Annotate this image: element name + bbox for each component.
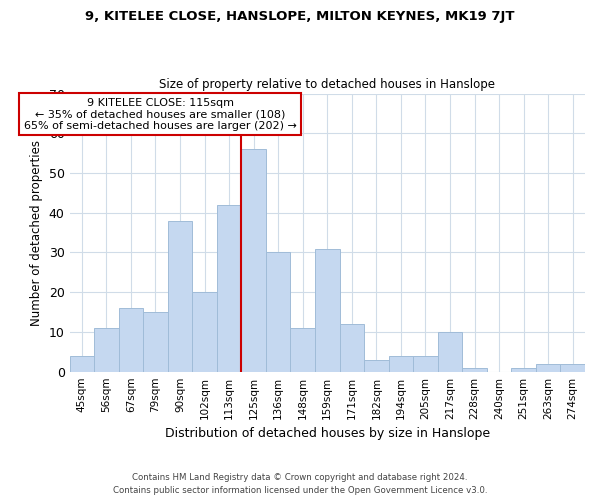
X-axis label: Distribution of detached houses by size in Hanslope: Distribution of detached houses by size … xyxy=(164,427,490,440)
Bar xyxy=(217,205,241,372)
Bar xyxy=(413,356,438,372)
Bar xyxy=(119,308,143,372)
Bar xyxy=(560,364,585,372)
Y-axis label: Number of detached properties: Number of detached properties xyxy=(30,140,43,326)
Bar xyxy=(94,328,119,372)
Bar xyxy=(70,356,94,372)
Text: 9 KITELEE CLOSE: 115sqm
← 35% of detached houses are smaller (108)
65% of semi-d: 9 KITELEE CLOSE: 115sqm ← 35% of detache… xyxy=(24,98,297,130)
Bar xyxy=(167,220,192,372)
Bar xyxy=(290,328,315,372)
Bar xyxy=(192,292,217,372)
Bar xyxy=(266,252,290,372)
Bar xyxy=(315,248,340,372)
Bar xyxy=(511,368,536,372)
Bar xyxy=(364,360,389,372)
Text: 9, KITELEE CLOSE, HANSLOPE, MILTON KEYNES, MK19 7JT: 9, KITELEE CLOSE, HANSLOPE, MILTON KEYNE… xyxy=(85,10,515,23)
Bar xyxy=(462,368,487,372)
Bar xyxy=(241,149,266,372)
Bar xyxy=(340,324,364,372)
Text: Contains HM Land Registry data © Crown copyright and database right 2024.
Contai: Contains HM Land Registry data © Crown c… xyxy=(113,474,487,495)
Bar xyxy=(389,356,413,372)
Bar xyxy=(143,312,167,372)
Title: Size of property relative to detached houses in Hanslope: Size of property relative to detached ho… xyxy=(159,78,495,91)
Bar xyxy=(536,364,560,372)
Bar xyxy=(438,332,462,372)
